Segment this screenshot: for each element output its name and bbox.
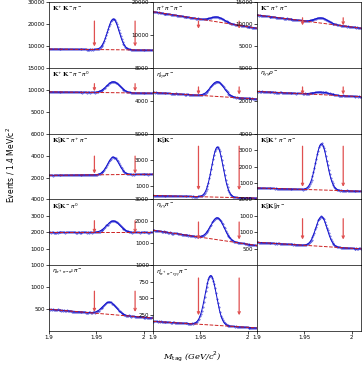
Text: K$^0_S$K$^-$$\pi^+$$\pi^-$: K$^0_S$K$^-$$\pi^+$$\pi^-$ — [52, 135, 89, 146]
Text: $\eta^{\prime}_{\eta\pi}$$\pi^-$: $\eta^{\prime}_{\eta\pi}$$\pi^-$ — [156, 70, 175, 81]
Text: K$^0_S$K$^0_S$$\pi^-$: K$^0_S$K$^0_S$$\pi^-$ — [260, 201, 286, 212]
Text: $\eta^{\prime}_{\pi^+\pi^-\eta_{\gamma\gamma}}$$\pi^-$: $\eta^{\prime}_{\pi^+\pi^-\eta_{\gamma\g… — [156, 267, 188, 280]
Text: M$_{\rm tag}$ (GeV/c$^2$): M$_{\rm tag}$ (GeV/c$^2$) — [163, 350, 222, 364]
Text: K$^+$K$^-$$\pi^-$: K$^+$K$^-$$\pi^-$ — [52, 4, 82, 13]
Text: K$^0_S$K$^-$$\pi^0$: K$^0_S$K$^-$$\pi^0$ — [52, 201, 78, 212]
Text: Events / 1.4 MeV/c$^2$: Events / 1.4 MeV/c$^2$ — [4, 127, 17, 203]
Text: $\eta_{\pi^+\pi^-\pi^0}$$\pi^-$: $\eta_{\pi^+\pi^-\pi^0}$$\pi^-$ — [52, 267, 83, 276]
Text: K$^-$$\pi^+$$\pi^-$: K$^-$$\pi^+$$\pi^-$ — [260, 4, 289, 13]
Text: K$^0_S$K$^-$: K$^0_S$K$^-$ — [156, 135, 175, 146]
Text: K$^+$K$^-$$\pi^-$$\pi^0$: K$^+$K$^-$$\pi^-$$\pi^0$ — [52, 70, 90, 79]
Text: $\eta_{\gamma\gamma}$$\rho^-$: $\eta_{\gamma\gamma}$$\rho^-$ — [260, 70, 279, 80]
Text: $\eta_{\gamma\gamma}$$\pi^-$: $\eta_{\gamma\gamma}$$\pi^-$ — [156, 201, 175, 212]
Text: $\pi^+$$\pi^-$$\pi^-$: $\pi^+$$\pi^-$$\pi^-$ — [156, 4, 184, 13]
Text: K$^0_S$K$^+$$\pi^-$$\pi^-$: K$^0_S$K$^+$$\pi^-$$\pi^-$ — [260, 135, 297, 146]
